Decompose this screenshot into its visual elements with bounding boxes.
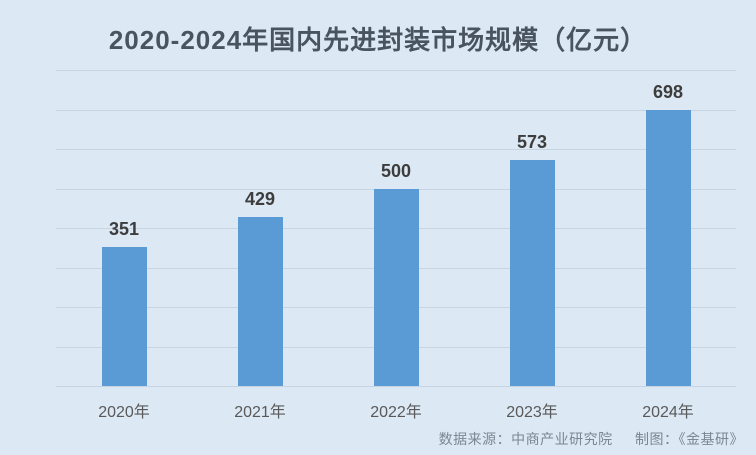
credit-text: 制图：《金基研》 (635, 431, 744, 447)
bar-value-label: 500 (380, 160, 412, 181)
bar-2020年 (101, 247, 147, 386)
bar-value-label: 351 (108, 219, 140, 240)
chart-title: 2020-2024年国内先进封装市场规模（亿元） (108, 25, 648, 55)
x-axis-label: 2020年 (98, 404, 150, 421)
bar-2024年 (645, 110, 691, 386)
bar-value-label: 698 (652, 82, 684, 103)
bar-value-label: 573 (516, 131, 548, 152)
bar-2021年 (237, 216, 283, 386)
source-note: 数据来源：中商产业研究院 制图：《金基研》 (439, 429, 744, 449)
gridline (56, 70, 736, 71)
gridline (56, 149, 736, 150)
x-axis-label: 2021年 (234, 404, 286, 421)
x-axis-label: 2022年 (370, 404, 422, 421)
gridline (56, 386, 736, 387)
gridline (56, 109, 736, 111)
x-axis-label: 2023年 (506, 404, 558, 421)
x-axis-label: 2024年 (642, 404, 694, 421)
bar-value-label: 429 (244, 188, 276, 209)
data-source-text: 数据来源：中商产业研究院 (438, 431, 613, 447)
bar-2023年 (509, 159, 555, 386)
plot-area: 351 429 500 573 698 (56, 70, 736, 387)
bar-2022年 (373, 188, 419, 386)
